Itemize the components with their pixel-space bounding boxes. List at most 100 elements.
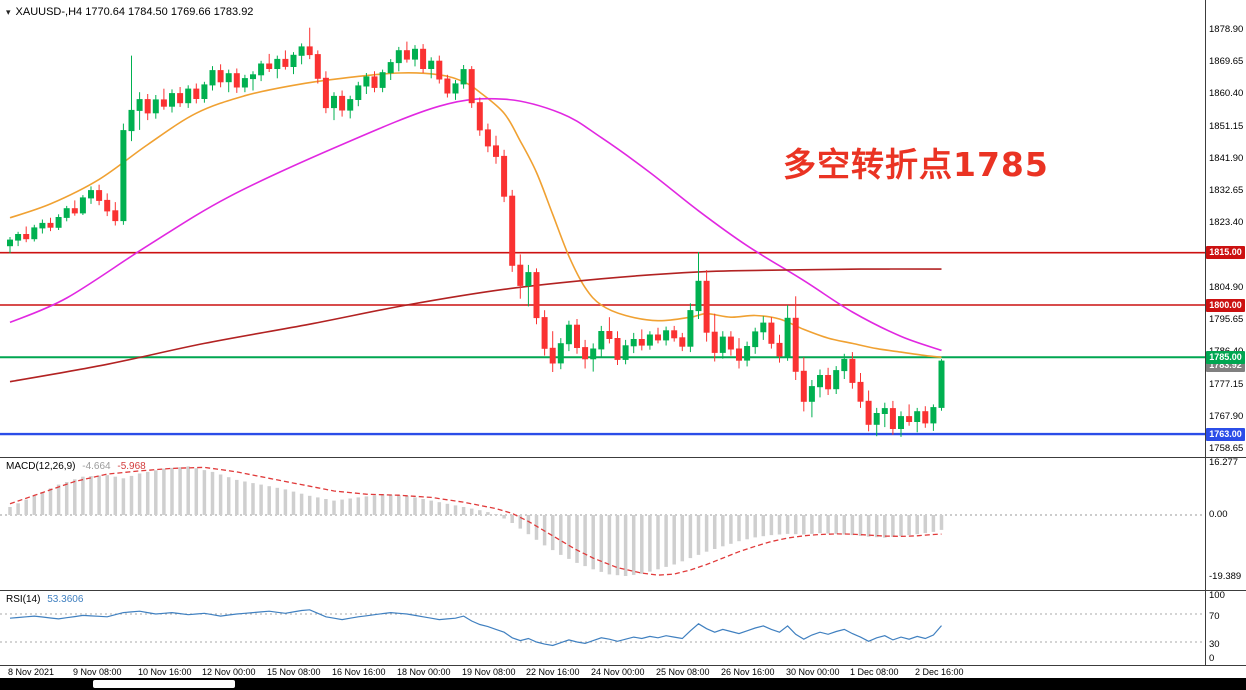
candle-body [177,93,184,104]
candle-body [225,73,232,83]
candle-body [88,190,94,199]
candle-body [938,360,945,408]
candle-body [817,375,823,388]
candle-body [889,408,896,430]
candle-body [663,330,670,341]
candle-body [808,386,815,402]
y-axis-label: 1795.65 [1209,314,1244,326]
candle-body [250,74,256,80]
candle-body [752,331,759,348]
price-level-tag: 1763.00 [1206,427,1245,441]
y-axis-label: 1841.90 [1209,152,1244,164]
candle-body [695,280,702,312]
candle-body [557,343,564,364]
candle-body [152,99,159,114]
x-axis-label: 24 Nov 00:00 [591,667,645,677]
candle-body [379,72,386,88]
y-axis-label: 1878.90 [1209,23,1244,35]
moving-average-slow-darkred [9,268,942,383]
x-axis-label: 26 Nov 16:00 [721,667,775,677]
candle-body [233,73,240,88]
y-axis-label: 1767.90 [1209,411,1244,422]
candle-body [47,222,54,228]
candle-body [598,331,605,350]
x-axis-label: 8 Nov 2021 [8,667,55,677]
candle-body [314,54,321,79]
macd-scale-label: 0.00 [1209,509,1228,520]
candle-body [403,50,410,60]
x-axis-label: 22 Nov 16:00 [526,667,580,677]
candle-body [290,54,297,67]
rsi-scale-label: 30 [1209,639,1220,650]
chart-annotation-text[interactable]: 多空转折点1785 [783,145,1049,184]
candle-body [930,407,937,424]
x-axis-label: 30 Nov 00:00 [786,667,840,677]
candle-body [420,48,427,69]
candle-body [736,348,742,361]
chart-title-bar: ▾ XAUUSD-,H4 1770.64 1784.50 1769.66 178… [6,6,253,18]
candle-body [144,99,151,114]
y-axis-label: 1832.65 [1209,185,1244,197]
candle-body [768,322,775,344]
candle-body [79,197,86,214]
y-axis-label: 1869.65 [1209,56,1244,68]
candle-body [574,324,580,349]
x-axis-label: 19 Nov 08:00 [462,667,516,677]
candle-body [7,239,13,247]
candle-body [331,95,337,109]
moving-average-mid-magenta [9,97,942,352]
candle-body [31,227,38,240]
x-axis-label: 16 Nov 16:00 [332,667,386,677]
candle-body [590,348,597,360]
candle-body [322,77,329,109]
price-level-tag: 1800.00 [1206,298,1245,312]
y-axis-label: 1851.15 [1209,120,1244,132]
candle-body [549,347,556,364]
rsi-value: 53.3606 [47,594,84,605]
candle-body [55,217,62,228]
moving-average-fast-orange [9,72,942,359]
candle-body [104,199,111,212]
candle-body [501,155,508,197]
candle-body [898,416,904,430]
candle-body [727,336,734,350]
candle-body [96,190,103,201]
candle-body [201,84,208,100]
x-axis-label: 10 Nov 16:00 [138,667,192,677]
rsi-label: RSI(14) [6,594,41,605]
candle-body [160,99,167,107]
candle-body [622,345,629,360]
candle-body [23,234,30,240]
candle-body [533,272,540,319]
candle-body [71,208,78,214]
macd-scale-label: -19.389 [1209,570,1242,582]
candle-body [484,129,491,147]
macd-label: MACD(12,26,9) [6,461,76,472]
candle-body [744,346,751,361]
candle-body [800,370,807,402]
candle-body [582,347,589,360]
candle-body [185,88,192,104]
candle-body [784,317,791,357]
candle-body [509,195,516,266]
candle-body [825,375,832,390]
rsi-label-row: RSI(14) 53.3606 [6,594,87,605]
macd-signal-value: -5.968 [117,461,146,472]
candle-body [363,76,370,87]
x-axis-label: 2 Dec 16:00 [915,667,964,677]
candle-body [671,330,678,339]
candle-body [136,99,143,111]
candle-body [209,70,216,86]
candle-body [347,99,354,111]
x-axis-label: 15 Nov 08:00 [267,667,321,677]
macd-scale-label: 16.277 [1209,457,1239,468]
candle-body [412,48,418,60]
candle-body [719,336,726,353]
candle-body [266,63,273,69]
candle-body [460,69,467,85]
taskbar-item[interactable] [93,680,235,688]
y-axis-label: 1860.40 [1209,88,1244,100]
macd-signal-line [9,466,942,576]
